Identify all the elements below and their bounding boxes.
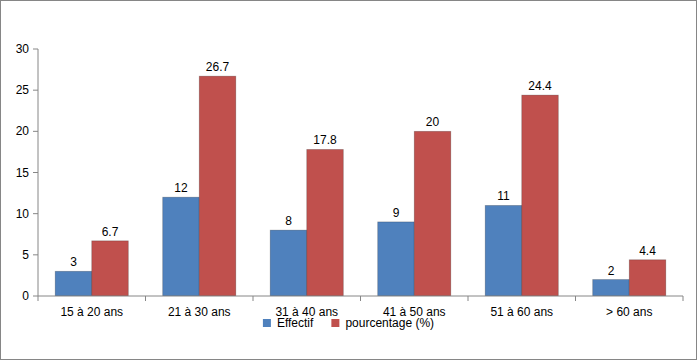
data-label: 17.8 [313, 133, 337, 147]
x-tick [575, 296, 576, 301]
data-label: 9 [393, 206, 400, 220]
bar [92, 241, 129, 296]
data-label: 20 [426, 115, 440, 129]
data-label: 24.4 [528, 79, 552, 93]
y-tick [33, 49, 38, 50]
y-tick [33, 296, 38, 297]
y-tick [33, 254, 38, 255]
x-tick [683, 296, 684, 301]
y-tick [33, 90, 38, 91]
data-label: 12 [174, 181, 188, 195]
y-tick-label: 25 [16, 83, 30, 97]
bars [55, 76, 666, 296]
x-tick-label: 15 à 20 ans [60, 305, 123, 319]
x-tick-label: 21 à 30 ans [168, 305, 231, 319]
chart-container: 051015202530312891126.726.717.82024.44.4… [0, 0, 697, 360]
bar [270, 230, 307, 296]
bar [163, 197, 200, 296]
data-label: 11 [497, 189, 510, 203]
y-axis: 0 5 10 15 20 25 30 [16, 42, 38, 303]
legend-label: pourcentage (%) [345, 316, 434, 330]
x-tick-label: 51 à 60 ans [490, 305, 553, 319]
data-label: 3 [70, 255, 77, 269]
x-tick [360, 296, 361, 301]
data-label: 4.4 [639, 244, 656, 258]
y-tick-label: 5 [22, 248, 29, 262]
data-label: 26.7 [206, 60, 230, 74]
legend-swatch [263, 319, 271, 327]
y-tick-label: 10 [16, 207, 30, 221]
x-tick [38, 296, 39, 301]
bar [307, 149, 344, 296]
data-label: 8 [285, 214, 292, 228]
bar [522, 95, 559, 296]
legend-swatch [331, 319, 339, 327]
data-labels: 312891126.726.717.82024.44.4 [70, 60, 656, 277]
y-tick [33, 172, 38, 173]
bar [378, 222, 415, 296]
chart-svg: 051015202530312891126.726.717.82024.44.4… [0, 0, 697, 360]
y-tick-label: 0 [22, 289, 29, 303]
legend: Effectif pourcentage (%) [263, 316, 434, 330]
bar [485, 205, 522, 296]
y-tick [33, 131, 38, 132]
y-tick-label: 30 [16, 42, 30, 56]
bar [414, 131, 451, 296]
x-tick [253, 296, 254, 301]
chart-border [1, 1, 697, 360]
bar [593, 280, 630, 296]
data-label: 6.7 [102, 225, 119, 239]
y-tick [33, 213, 38, 214]
bar [199, 76, 236, 296]
bar [629, 260, 666, 296]
y-tick-label: 20 [16, 124, 30, 138]
x-tick-label: > 60 ans [606, 305, 652, 319]
legend-label: Effectif [277, 316, 314, 330]
bar [55, 271, 92, 296]
x-tick [145, 296, 146, 301]
data-label: 2 [608, 264, 615, 278]
x-tick [468, 296, 469, 301]
y-axis-line [38, 49, 39, 296]
y-tick-label: 15 [16, 166, 30, 180]
